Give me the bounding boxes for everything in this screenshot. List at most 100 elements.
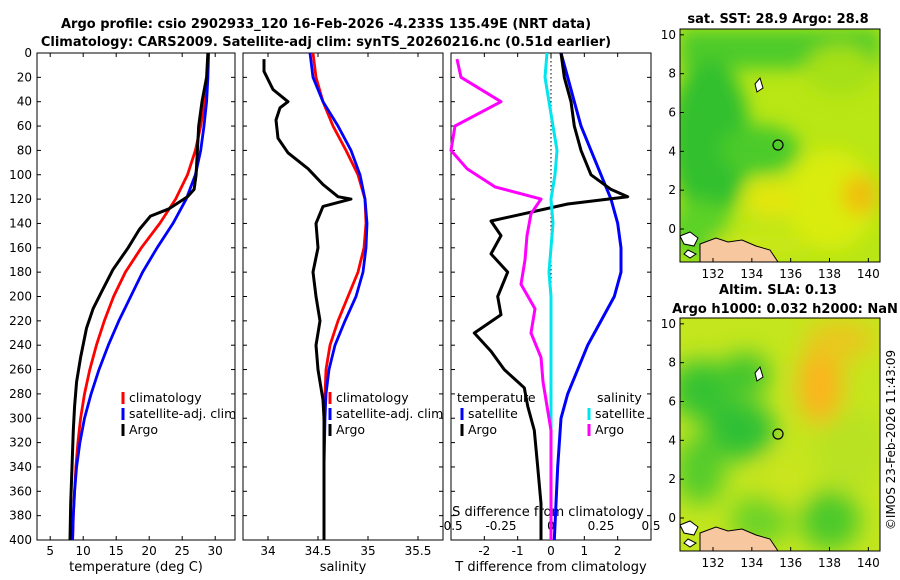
y-tick-label: 380	[9, 509, 32, 523]
title-line-2: Climatology: CARS2009. Satellite-adj cli…	[41, 35, 611, 50]
map-y-tick-label: 6	[668, 394, 676, 408]
x-tick-label: 30	[208, 544, 223, 558]
x-axis-label: T difference from climatology	[454, 560, 647, 575]
salinity-diff-tick-label: -0.5	[439, 519, 462, 533]
x-tick-label: 35	[360, 544, 375, 558]
y-tick-label: 100	[9, 168, 32, 182]
map-x-tick-label: 138	[818, 267, 841, 281]
plot-frame	[242, 52, 444, 541]
map-y-tick-label: 2	[668, 183, 676, 197]
x-tick-label: 5	[46, 544, 54, 558]
map-x-tick-label: 134	[740, 267, 763, 281]
legend-label: Argo	[595, 422, 624, 437]
x-axis-label: temperature (deg C)	[69, 560, 203, 575]
y-tick-label: 220	[9, 314, 32, 328]
legend-label: satellite	[595, 406, 645, 421]
y-tick-label: 0	[24, 46, 32, 60]
sst-map-field	[680, 29, 880, 262]
series-line-t-satellite	[552, 52, 623, 541]
y-tick-label: 40	[17, 95, 32, 109]
sla-map-panel: Altim. SLA: 0.13 Argo h1000: 0.032 h2000…	[661, 283, 898, 570]
salinity-diff-tick-label: 0.25	[588, 519, 615, 533]
legend-label: Argo	[468, 422, 497, 437]
y-tick-label: 300	[9, 411, 32, 425]
legend-label: climatology	[336, 390, 409, 405]
x-tick-label: 0	[547, 544, 555, 558]
map-y-tick-label: 0	[668, 511, 676, 525]
x-tick-label: 35.5	[405, 544, 432, 558]
map-y-tick-label: 4	[668, 433, 676, 447]
series-line-argo	[68, 52, 210, 541]
sst-map-title: sat. SST: 28.9 Argo: 28.8	[687, 12, 868, 27]
y-tick-label: 20	[17, 70, 32, 84]
x-tick-label: 20	[142, 544, 157, 558]
x-tick-label: 10	[76, 544, 91, 558]
y-tick-label: 60	[17, 119, 32, 133]
map-y-tick-label: 10	[661, 317, 676, 331]
map-y-tick-label: 6	[668, 105, 676, 119]
sla-argo-marker	[772, 428, 784, 440]
sst-map-axes: 132 134 136 138 140 0 2 4 6 8 10	[661, 28, 880, 281]
sla-map-subtitle: Argo h1000: 0.032 h2000: NaN	[672, 302, 898, 317]
y-tick-label: 80	[17, 143, 32, 157]
x-axis-label: salinity	[320, 560, 367, 575]
legend-label: satellite-adj. clim	[336, 406, 443, 421]
temperature-profile-panel: 0 20 40 60 80 100 120 140 160 180 200 220 240 260 280 3…	[9, 46, 236, 575]
y-tick-label: 400	[9, 533, 32, 547]
sla-map-axes: 132 134 136 138 140 0 2 4 6 8 10	[661, 317, 880, 570]
map-x-tick-label: 138	[818, 556, 841, 570]
map-x-tick-label: 132	[702, 556, 725, 570]
x-tick-label: -2	[478, 544, 490, 558]
y-tick-label: 360	[9, 484, 32, 498]
y-tick-label: 340	[9, 460, 32, 474]
series-line-t-argo	[472, 52, 630, 540]
title-line-1: Argo profile: csio 2902933_120 16-Feb-20…	[61, 17, 591, 32]
sst-argo-marker	[772, 139, 784, 151]
map-y-tick-label: 8	[668, 356, 676, 370]
legend-label: salinity	[597, 390, 642, 405]
sla-map-field	[680, 318, 880, 551]
y-tick-label: 240	[9, 338, 32, 352]
y-tick-label: 200	[9, 290, 32, 304]
legend-label: Argo	[336, 422, 365, 437]
x-tick-label: 15	[109, 544, 124, 558]
y-tick-label: 320	[9, 436, 32, 450]
salinity-diff-tick-label: -0.25	[485, 519, 516, 533]
x-tick-label: 34	[260, 544, 275, 558]
map-y-tick-label: 0	[668, 222, 676, 236]
legend-label: satellite	[468, 406, 518, 421]
x-tick-label: 25	[175, 544, 190, 558]
map-x-tick-label: 140	[857, 556, 880, 570]
y-tick-label: 280	[9, 387, 32, 401]
map-y-tick-label: 2	[668, 472, 676, 486]
map-y-tick-label: 10	[661, 28, 676, 42]
legend-label: temperature	[457, 390, 536, 405]
map-x-tick-label: 132	[702, 267, 725, 281]
series-line-s-satellite	[543, 52, 559, 540]
x-tick-label: 2	[614, 544, 622, 558]
map-x-tick-label: 134	[740, 556, 763, 570]
y-tick-label: 260	[9, 363, 32, 377]
y-tick-label: 180	[9, 265, 32, 279]
sla-map-land	[679, 365, 784, 552]
footer-timestamp: ©IMOS 23-Feb-2026 11:43:09	[884, 350, 898, 530]
x-tick-label: 1	[581, 544, 589, 558]
map-y-tick-label: 4	[668, 144, 676, 158]
x-tick-label: -1	[512, 544, 524, 558]
salinity-profile-panel: 34 34.5 35 35.5 salinity climatologysatellite…	[242, 52, 444, 575]
map-x-tick-label: 136	[779, 267, 802, 281]
sst-map-land	[679, 76, 784, 263]
sla-map-title: Altim. SLA: 0.13	[719, 283, 837, 298]
map-x-tick-label: 136	[779, 556, 802, 570]
legend-label: climatology	[129, 390, 202, 405]
y-tick-label: 140	[9, 216, 32, 230]
y-tick-label: 160	[9, 241, 32, 255]
series-line-satellite-adj-clim	[71, 52, 210, 541]
series-line-s-argo	[449, 58, 553, 540]
salinity-diff-axis-label: S difference from climatology	[452, 505, 644, 520]
salinity-diff-tick-label: 0.5	[641, 519, 660, 533]
series-line-argo	[262, 59, 353, 540]
legend-label: Argo	[129, 422, 158, 437]
map-x-tick-label: 140	[857, 267, 880, 281]
